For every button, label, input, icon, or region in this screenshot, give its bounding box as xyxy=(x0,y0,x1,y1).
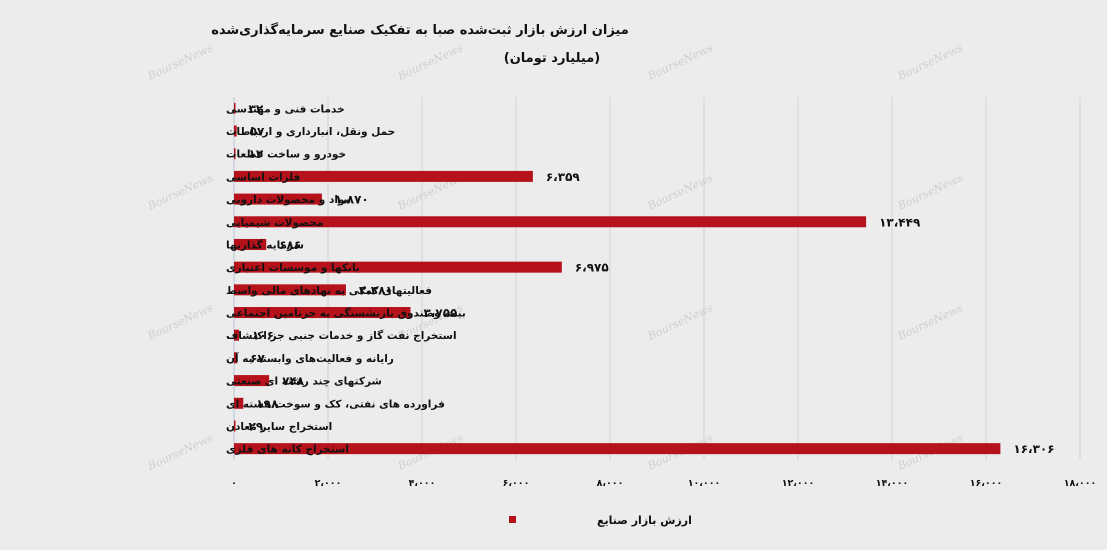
value-labels: ۳۲ ۵۷ ۱۲ ۶،۳۵۹ ۱،۸۷۰ ۱۳،۴۴۹ ۶۸۶ ۶،۹۷۵ ۲،۳۸۱ ۳،۷۵۵… xyxy=(249,102,1055,456)
watermark-text: BourseNews xyxy=(895,171,966,213)
value-label: ۱۹۸ xyxy=(256,397,279,411)
category-label: فعالیتهای کمکی به نهادهای مالی واسط xyxy=(226,285,432,297)
value-label: ۶۷ xyxy=(250,351,265,365)
watermark-text: BourseNews xyxy=(145,301,216,343)
x-tick-label: ۶،۰۰۰ xyxy=(503,478,530,489)
category-label: سرمایه گذاریها xyxy=(226,238,304,251)
bar xyxy=(234,193,322,205)
bars-group xyxy=(234,102,1001,455)
legend-swatch xyxy=(509,516,516,523)
value-label: ۶۸۶ xyxy=(279,238,301,252)
bar xyxy=(234,148,236,160)
x-tick-label: ۲،۰۰۰ xyxy=(315,478,342,489)
x-tick-label: ۱۲،۰۰۰ xyxy=(782,478,815,489)
value-label: ۶،۹۷۵ xyxy=(575,261,609,275)
bar xyxy=(234,420,236,432)
x-tick-label: ۱۸،۰۰۰ xyxy=(1064,478,1097,489)
chart-subtitle: (میلیارد تومان) xyxy=(504,51,600,66)
watermark-text: BourseNews xyxy=(645,41,716,83)
value-label: ۱۲ xyxy=(249,147,264,161)
value-label: ۳،۷۵۵ xyxy=(423,306,457,320)
category-label: خودرو و ساخت قطعات xyxy=(226,149,346,161)
x-tick-label: ۱۴،۰۰۰ xyxy=(876,478,909,489)
bar xyxy=(234,329,239,341)
category-label: حمل ونقل، انبارداری و ارتباطات xyxy=(226,126,395,138)
category-label: بانکها و موسسات اعتباری xyxy=(226,262,360,274)
bar xyxy=(234,125,237,137)
bar xyxy=(234,375,270,387)
bar xyxy=(234,261,562,273)
category-label: بیمه وصندوق بازنشستگی به جزتامین اجتماعی xyxy=(226,307,466,320)
category-label: استخراج کانه های فلزی xyxy=(226,444,349,456)
x-tick-label: ۰ xyxy=(231,478,237,489)
watermark-text: BourseNews xyxy=(895,41,966,83)
category-label: رایانه و فعالیت‌های وابسته به آن xyxy=(226,352,394,365)
bar xyxy=(234,102,236,114)
watermark-text: BourseNews xyxy=(645,171,716,213)
category-label: فلزات اساسی xyxy=(226,171,300,183)
value-label: ۶،۳۵۹ xyxy=(546,170,581,184)
bar xyxy=(234,170,533,182)
watermark-text: BourseNews xyxy=(145,171,216,213)
watermark-text: BourseNews xyxy=(145,431,216,473)
value-label: ۱،۸۷۰ xyxy=(335,193,369,207)
value-label: ۲،۳۸۱ xyxy=(359,283,393,297)
legend: ارزش بازار صنایع xyxy=(509,514,692,527)
x-tick-label: ۱۰،۰۰۰ xyxy=(688,478,721,489)
x-tick-label: ۴،۰۰۰ xyxy=(409,478,436,489)
value-label: ۱۶،۳۰۶ xyxy=(1013,442,1054,456)
value-label: ۱۳،۴۴۹ xyxy=(879,215,921,229)
category-label: شرکتهای چند رشته ای صنعتی xyxy=(226,376,382,388)
bar xyxy=(234,216,867,228)
value-label: ۵۷ xyxy=(250,125,265,139)
category-label: خدمات فنی و مهندسی xyxy=(226,103,345,115)
value-label: ۱۰۶ xyxy=(252,329,274,343)
bar xyxy=(234,284,346,296)
value-label: ۲۹ xyxy=(249,419,264,433)
legend-label: ارزش بازار صنایع xyxy=(597,514,692,527)
category-labels: خدمات فنی و مهندسی حمل ونقل، انبارداری و … xyxy=(226,103,466,455)
x-tick-label: ۸،۰۰۰ xyxy=(597,478,624,489)
category-label: استخراج نفت گاز و خدمات جنبی جز اکتشاف xyxy=(226,329,457,342)
bar xyxy=(234,443,1001,455)
bar xyxy=(234,397,244,409)
category-label: محصولات شیمیایی xyxy=(226,217,323,229)
x-axis-ticks: ۰ ۲،۰۰۰ ۴،۰۰۰ ۶،۰۰۰ ۸،۰۰۰ ۱۰،۰۰۰ ۱۲،۰۰۰ ۱۴،۰۰۰ ۱… xyxy=(231,478,1096,489)
watermark-text: BourseNews xyxy=(895,301,966,343)
bar xyxy=(234,352,238,364)
watermark-text: BourseNews xyxy=(395,41,466,83)
watermark-text: BourseNews xyxy=(645,301,716,343)
chart-title: میزان ارزش بازار ثبت‌شده صبا به تفکیک صن… xyxy=(211,22,629,38)
watermark-text: BourseNews xyxy=(145,41,216,83)
x-tick-label: ۱۶،۰۰۰ xyxy=(970,478,1003,489)
bar xyxy=(234,307,411,319)
value-label: ۳۲ xyxy=(249,102,264,116)
bar xyxy=(234,238,267,250)
value-label: ۷۴۸ xyxy=(282,374,305,388)
category-label: فراورده های نفتی، کک و سوخت هسته ای xyxy=(226,398,445,410)
category-label: استخراج سایر معادن xyxy=(226,421,332,433)
category-label: مواد و محصولات دارویی xyxy=(226,194,351,206)
